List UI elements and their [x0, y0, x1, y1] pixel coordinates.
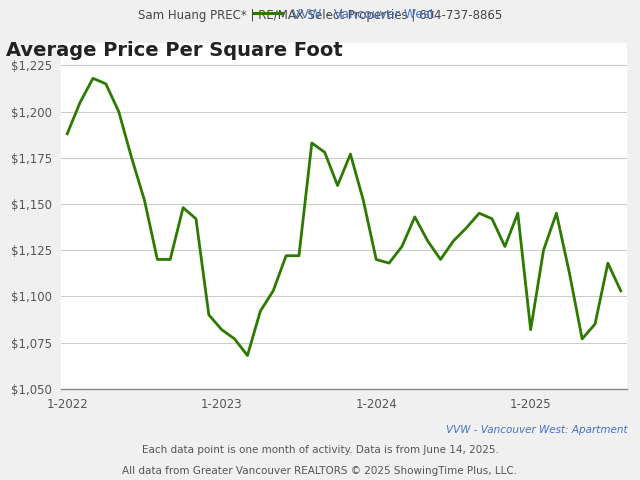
Text: Average Price Per Square Foot: Average Price Per Square Foot — [6, 41, 343, 60]
Text: All data from Greater Vancouver REALTORS © 2025 ShowingTime Plus, LLC.: All data from Greater Vancouver REALTORS… — [122, 466, 518, 476]
Text: VVW - Vancouver West: Apartment: VVW - Vancouver West: Apartment — [445, 425, 627, 435]
Text: Sam Huang PREC* | RE/MAX Select Properties | 604-737-8865: Sam Huang PREC* | RE/MAX Select Properti… — [138, 9, 502, 22]
Legend: VVW - Vancouver West: VVW - Vancouver West — [249, 3, 439, 26]
Text: Each data point is one month of activity. Data is from June 14, 2025.: Each data point is one month of activity… — [141, 445, 499, 456]
